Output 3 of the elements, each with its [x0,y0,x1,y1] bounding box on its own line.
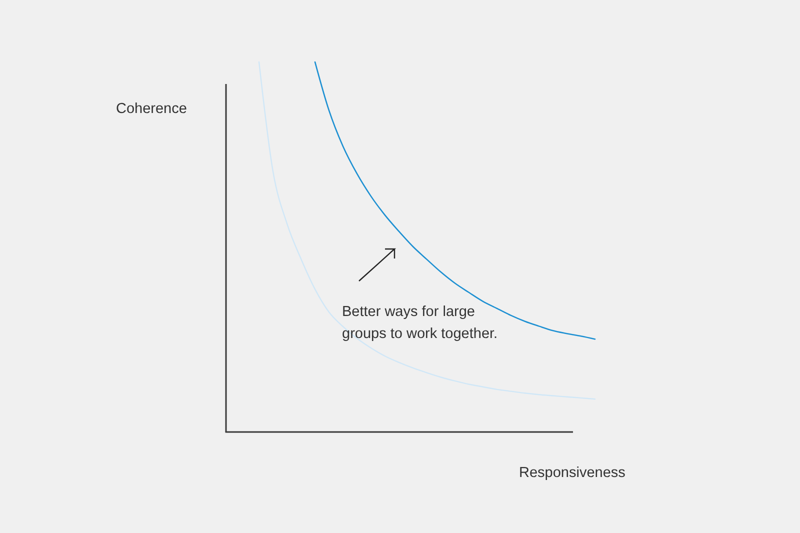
x-axis-title: Responsiveness [519,465,626,481]
annotation: Better ways for large groups to work together. [342,304,498,342]
y-axis-title: Coherence [116,101,187,117]
